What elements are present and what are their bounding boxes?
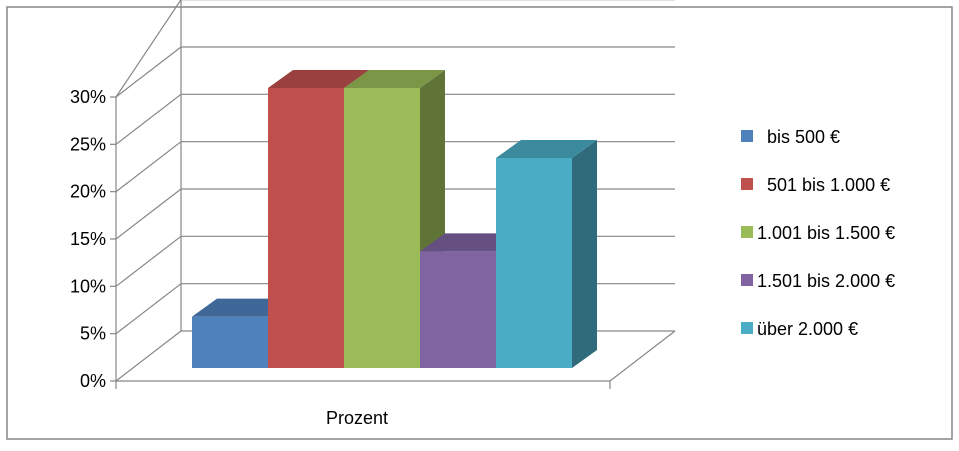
legend-label: 1.001 bis 1.500 € [757, 223, 895, 243]
legend: bis 500 € 501 bis 1.000 € 1.001 bis 1.500… [741, 127, 895, 339]
bar-top [192, 298, 293, 317]
legend-swatch [741, 322, 753, 334]
legend-item-2: 1.001 bis 1.500 € [741, 223, 895, 243]
gridline-side [115, 46, 182, 98]
bar-front [268, 88, 344, 368]
floor-right-edge [609, 330, 676, 382]
bar-top [268, 70, 369, 88]
gridline-side [115, 330, 182, 382]
legend-swatch [741, 130, 753, 142]
legend-swatch [741, 274, 753, 286]
y-tick-label: 30% [70, 87, 106, 107]
y-tick-label: 10% [70, 276, 106, 296]
y-tick-label: 20% [70, 182, 106, 202]
legend-item-4: über 2.000 € [741, 319, 858, 339]
gridline-side [115, 235, 182, 287]
bar-top [420, 233, 521, 252]
bar-4 [496, 140, 597, 368]
legend-label: über 2.000 € [757, 319, 858, 339]
y-tick-label: 15% [70, 229, 106, 249]
x-tick-label: Prozent [326, 408, 388, 428]
legend-item-3: 1.501 bis 2.000 € [741, 271, 895, 291]
bar-front [420, 251, 496, 368]
gridline-side [115, 93, 182, 145]
gridline-side [115, 141, 182, 193]
bar-front [192, 316, 268, 368]
legend-label: bis 500 € [757, 127, 840, 147]
bars [192, 70, 597, 368]
bar-top [344, 70, 445, 88]
y-tick-label: 5% [80, 324, 106, 344]
legend-swatch [741, 178, 753, 190]
y-tick-label: 25% [70, 134, 106, 154]
y-axis-ticks: 0% 5% 10% 15% 20% 25% 30% [70, 87, 106, 391]
bar-top [496, 140, 597, 158]
gridline-side [115, 188, 182, 240]
bar-side [572, 140, 597, 368]
bar-front [344, 88, 420, 368]
x-axis-labels: Prozent [326, 408, 388, 428]
legend-item-0: bis 500 € [741, 127, 840, 147]
gridline-side [115, 283, 182, 335]
legend-swatch [741, 226, 753, 238]
y-tick-label: 0% [80, 371, 106, 391]
gridline-side-top [115, 0, 182, 98]
legend-label: 1.501 bis 2.000 € [757, 271, 895, 291]
legend-label: 501 bis 1.000 € [757, 175, 890, 195]
legend-item-1: 501 bis 1.000 € [741, 175, 890, 195]
bar-front [496, 158, 572, 368]
axes [110, 0, 676, 389]
